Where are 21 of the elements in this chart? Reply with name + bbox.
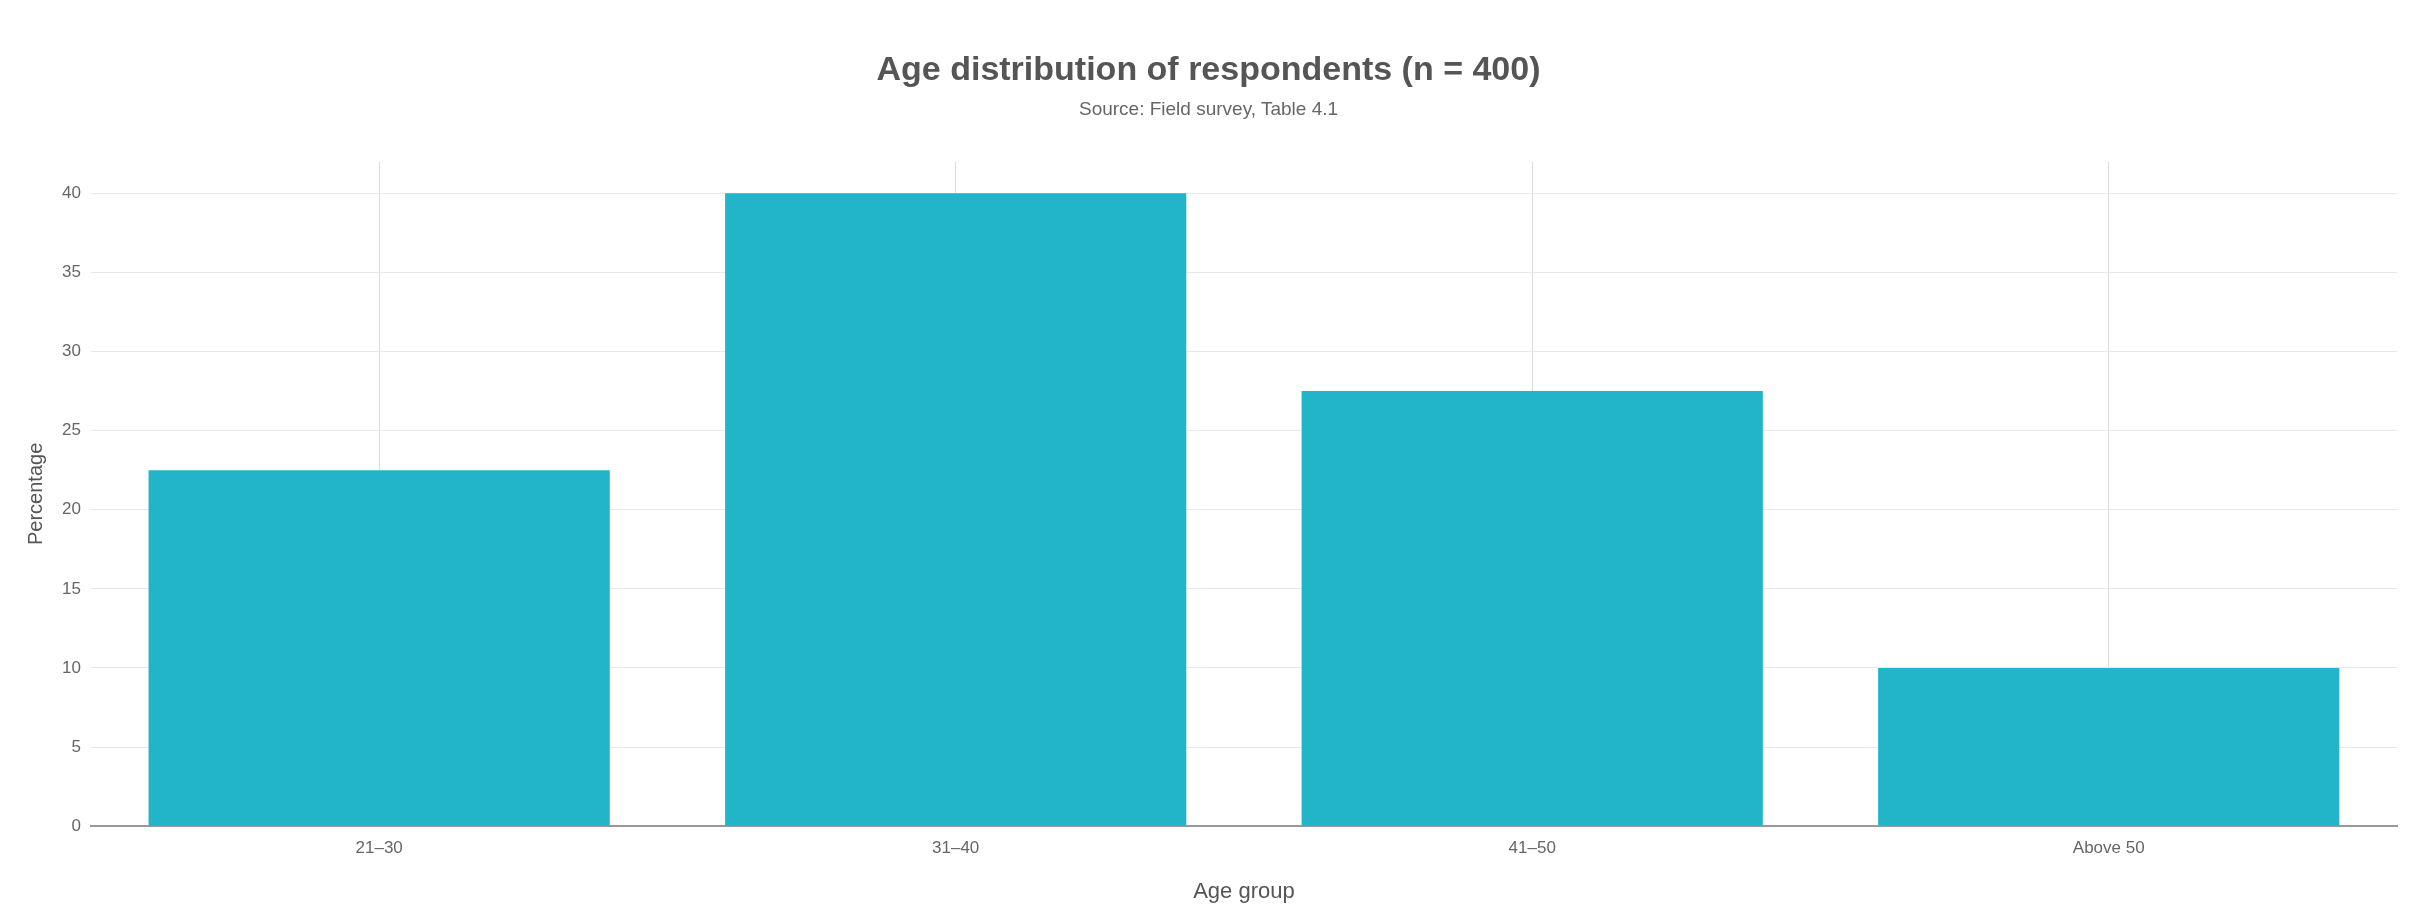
bar bbox=[148, 470, 610, 826]
y-tick-label: 40 bbox=[61, 182, 81, 202]
chart-title: Age distribution of respondents (n = 400) bbox=[876, 48, 1541, 87]
x-tick-label: 41–50 bbox=[1508, 838, 1556, 858]
x-axis-title: Age group bbox=[1193, 877, 1295, 903]
y-tick-label: 5 bbox=[71, 736, 81, 756]
y-tick-label: 10 bbox=[61, 657, 81, 677]
y-tick-label: 0 bbox=[71, 815, 81, 835]
x-tick-label: 21–30 bbox=[355, 838, 403, 858]
y-tick-label: 25 bbox=[61, 420, 81, 440]
y-tick-label: 15 bbox=[61, 578, 81, 598]
x-tick-label: 31–40 bbox=[932, 838, 980, 858]
y-axis-title: Percentage bbox=[23, 442, 46, 546]
bar bbox=[725, 193, 1187, 826]
y-tick-label: 30 bbox=[61, 341, 81, 361]
y-tick-label: 20 bbox=[61, 499, 81, 519]
y-tick-label: 35 bbox=[61, 262, 81, 282]
x-tick-label: Above 50 bbox=[2072, 838, 2145, 858]
bar bbox=[1301, 391, 1763, 826]
chart-subtitle: Source: Field survey, Table 4.1 bbox=[1078, 98, 1339, 120]
bar bbox=[1878, 667, 2340, 826]
